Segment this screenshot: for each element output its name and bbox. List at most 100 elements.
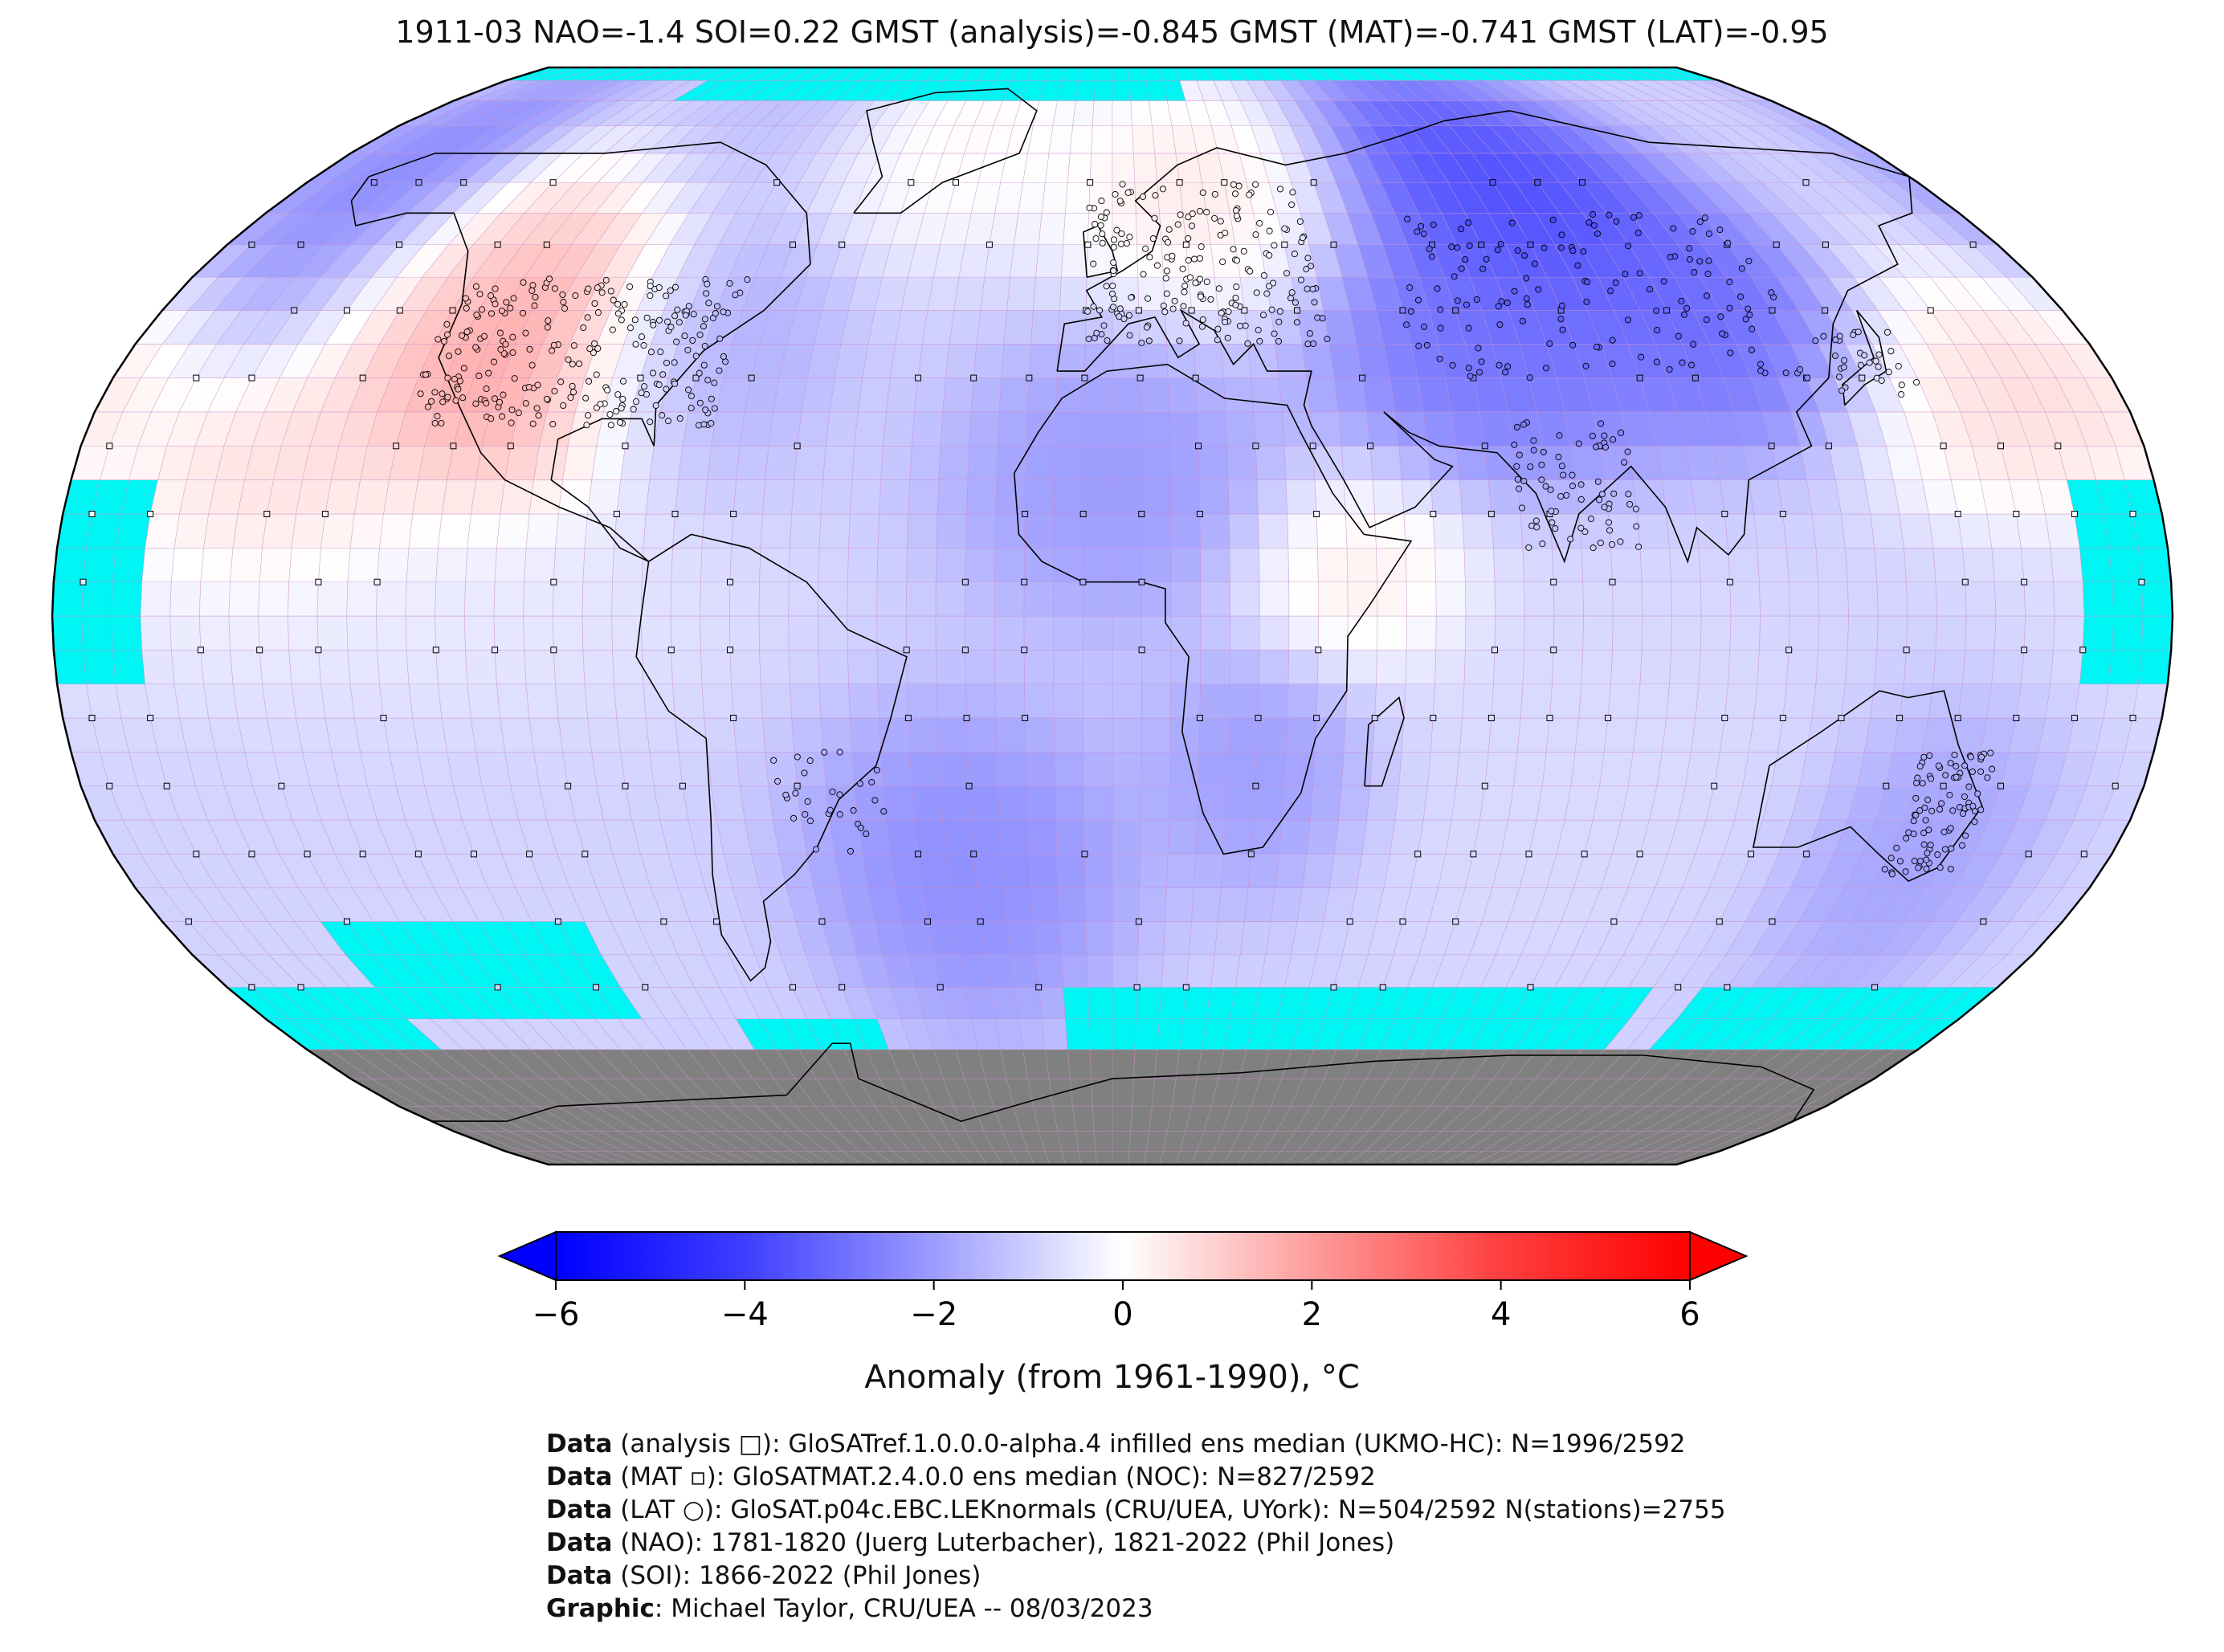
grid-cell bbox=[52, 581, 84, 617]
grid-cell bbox=[1463, 649, 1496, 685]
grid-cell bbox=[377, 547, 410, 583]
coastline-japan bbox=[1842, 309, 1887, 406]
grid-cell bbox=[349, 513, 384, 549]
grid-cell bbox=[938, 445, 969, 480]
station-marker bbox=[1716, 226, 1724, 234]
station-marker bbox=[1211, 214, 1218, 222]
grid-cell bbox=[200, 649, 234, 685]
station-marker bbox=[1521, 252, 1528, 259]
credit-label: Graphic bbox=[546, 1594, 655, 1623]
station-marker bbox=[1888, 871, 1896, 878]
station-marker bbox=[614, 391, 622, 398]
station-marker bbox=[1192, 279, 1199, 287]
grid-cell bbox=[1045, 1049, 1071, 1079]
station-marker bbox=[1688, 361, 1696, 369]
grid-cell bbox=[141, 547, 175, 583]
grid-cell bbox=[967, 445, 998, 480]
station-marker bbox=[701, 342, 708, 350]
grid-cell bbox=[1084, 854, 1113, 888]
mat-marker bbox=[414, 850, 422, 858]
mat-marker bbox=[730, 511, 737, 517]
mat-marker bbox=[432, 647, 439, 654]
grid-cell bbox=[504, 445, 540, 480]
grid-cell bbox=[1225, 411, 1256, 447]
grid-cell bbox=[1401, 479, 1434, 515]
grid-cell bbox=[880, 445, 912, 480]
station-marker bbox=[1940, 828, 1948, 835]
grid-cell bbox=[287, 581, 319, 617]
station-marker bbox=[1748, 346, 1755, 353]
grid-cell bbox=[1841, 683, 1875, 719]
grid-cell bbox=[890, 854, 923, 888]
grid-cell bbox=[1811, 513, 1846, 549]
grid-cell bbox=[1061, 954, 1088, 988]
grid-cell bbox=[1083, 479, 1113, 515]
station-marker bbox=[1211, 190, 1218, 198]
station-marker bbox=[1896, 858, 1904, 865]
grid-cell bbox=[198, 581, 231, 617]
station-marker bbox=[1675, 332, 1682, 340]
colorbar-tick-label: 6 bbox=[1679, 1296, 1700, 1333]
station-marker bbox=[561, 304, 569, 312]
colorbar-tick-label: 2 bbox=[1302, 1296, 1322, 1333]
grid-cell bbox=[438, 513, 471, 549]
grid-cell bbox=[788, 581, 819, 617]
colorbar-tick-label: −4 bbox=[721, 1296, 769, 1333]
station-marker bbox=[1926, 752, 1933, 759]
grid-cell bbox=[1092, 100, 1113, 127]
grid-cell bbox=[232, 683, 267, 719]
station-marker bbox=[488, 310, 496, 317]
grid-cell bbox=[1055, 377, 1085, 413]
grid-cell bbox=[83, 547, 116, 583]
grid-cell bbox=[81, 581, 113, 617]
station-marker bbox=[802, 810, 809, 818]
grid-cell bbox=[1346, 67, 1383, 81]
grid-cell bbox=[1430, 717, 1463, 753]
station-marker bbox=[671, 312, 679, 320]
grid-cell bbox=[1140, 819, 1169, 855]
station-marker bbox=[1971, 818, 1978, 826]
station-marker bbox=[675, 319, 683, 326]
station-marker bbox=[1946, 791, 1953, 799]
station-marker bbox=[1271, 330, 1278, 337]
station-marker bbox=[417, 390, 424, 398]
station-marker bbox=[1916, 858, 1924, 865]
station-marker bbox=[1142, 245, 1149, 252]
grid-cell bbox=[522, 67, 580, 81]
station-marker bbox=[1288, 201, 1296, 208]
grid-cell bbox=[674, 67, 721, 81]
grid-cell bbox=[552, 581, 584, 617]
station-marker bbox=[496, 329, 504, 337]
station-marker bbox=[422, 371, 430, 378]
station-marker bbox=[476, 291, 484, 298]
grid-cell bbox=[1671, 615, 1702, 651]
grid-cell bbox=[1639, 649, 1672, 685]
grid-cell bbox=[1520, 683, 1553, 719]
station-marker bbox=[1686, 255, 1693, 263]
station-marker bbox=[567, 394, 574, 402]
grid-cell bbox=[1132, 153, 1158, 183]
station-marker bbox=[1188, 222, 1196, 230]
grid-cell bbox=[1581, 547, 1613, 583]
grid-cell bbox=[1338, 785, 1371, 821]
station-marker bbox=[1230, 246, 1237, 253]
mat-marker bbox=[1492, 647, 1498, 654]
station-marker bbox=[485, 369, 492, 377]
grid-cell bbox=[1169, 479, 1201, 515]
grid-cell bbox=[1112, 67, 1130, 81]
station-marker bbox=[1596, 496, 1603, 504]
station-marker bbox=[1606, 527, 1614, 534]
station-marker bbox=[1268, 306, 1275, 313]
grid-cell bbox=[170, 649, 204, 685]
station-marker bbox=[598, 289, 606, 296]
world-map bbox=[51, 66, 2174, 1166]
grid-cell bbox=[883, 411, 915, 447]
grid-cell bbox=[470, 479, 506, 515]
grid-cell bbox=[1759, 615, 1790, 651]
colorbar-tick-label: −2 bbox=[910, 1296, 957, 1333]
grid-cell bbox=[854, 785, 887, 821]
grid-cell bbox=[994, 649, 1025, 685]
mat-marker bbox=[315, 578, 322, 585]
grid-cell bbox=[1372, 479, 1405, 515]
grid-cell bbox=[704, 717, 737, 753]
